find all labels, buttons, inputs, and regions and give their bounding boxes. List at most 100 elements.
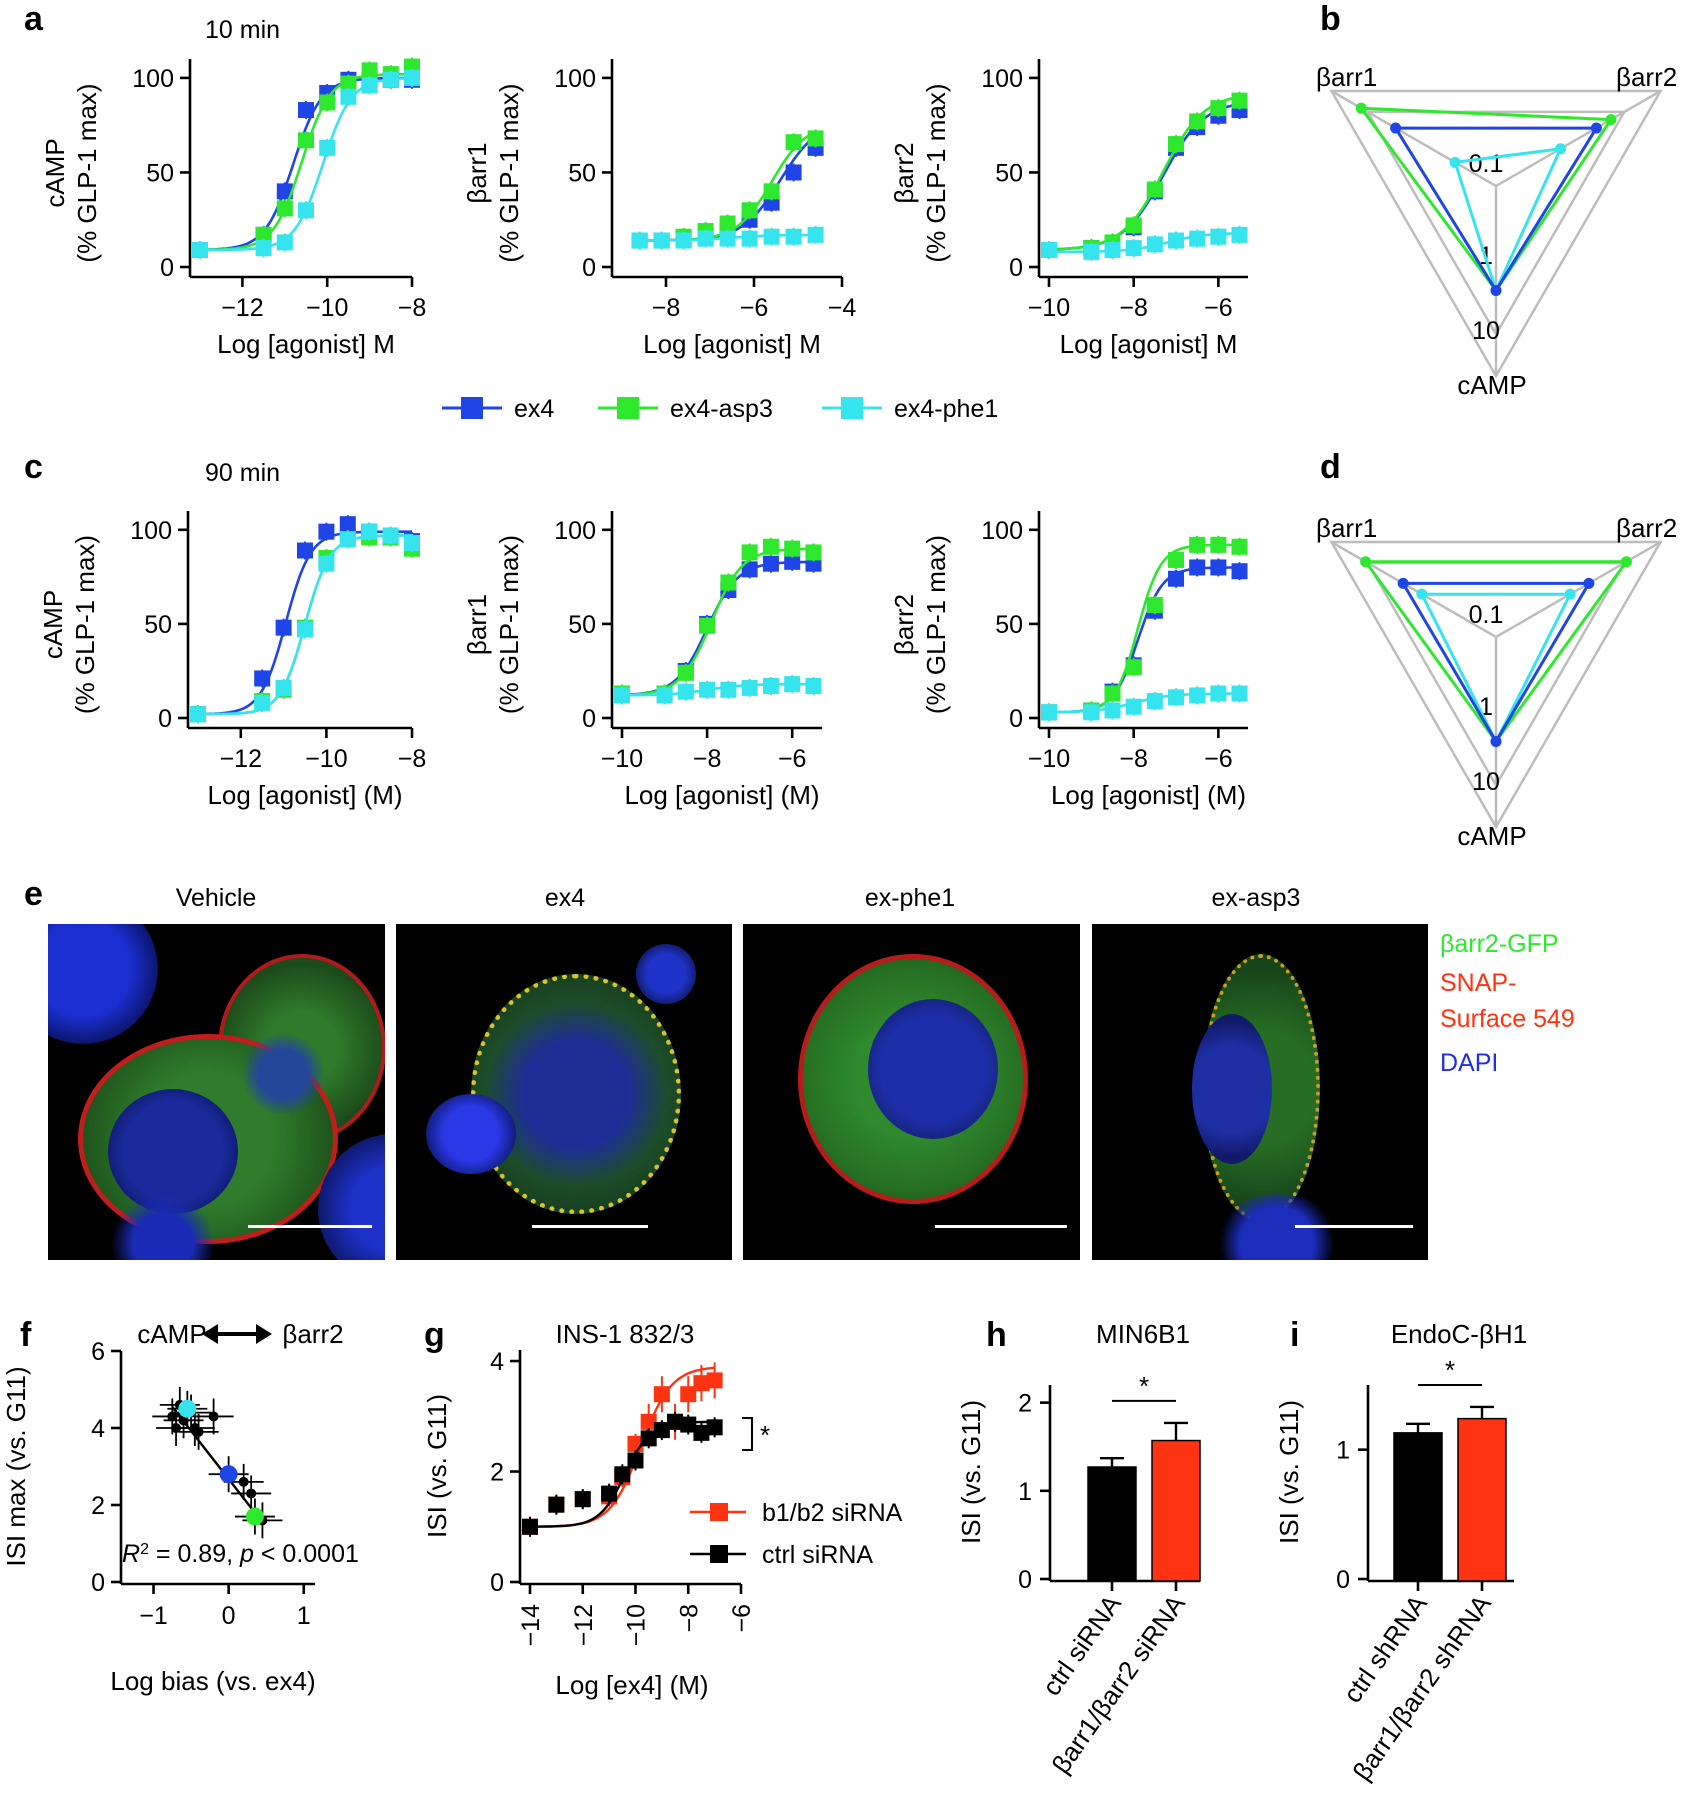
- data-point-b1/b2 siRNA: [706, 1372, 723, 1389]
- panel-label-g: g: [424, 1316, 445, 1354]
- legend-label-phe1: ex4-phe1: [894, 395, 998, 423]
- panel-label-d: d: [1320, 448, 1341, 486]
- x-axis-label: Log bias (vs. ex4): [110, 1666, 315, 1696]
- channel-legend-snap: SNAP-: [1440, 969, 1516, 997]
- channel-legend-dapi: DAPI: [1440, 1049, 1498, 1077]
- x-tick-label: −8: [398, 745, 427, 773]
- data-point-ex4-asp3: [807, 130, 824, 147]
- data-point-ex4-phe1: [404, 69, 420, 86]
- data-point-ex4-asp3: [762, 538, 779, 555]
- data-point-ex4-asp3: [276, 200, 293, 217]
- data-point-ex4-asp3: [763, 183, 780, 200]
- data-point-ex4-asp3: [361, 62, 378, 79]
- radar-series-ex4-asp3: [1362, 560, 1630, 745]
- legend-marker-b1/b2 siRNA: [710, 1503, 728, 1521]
- radar-series-ex4-phe1: [1453, 146, 1564, 295]
- x-tick-label: −10: [306, 294, 348, 322]
- data-point-ex4-phe1: [340, 88, 357, 105]
- data-point-ex4-phe1: [1146, 236, 1163, 253]
- data-point-ex4-phe1: [319, 139, 336, 156]
- arrow-left-icon: [202, 1324, 218, 1344]
- y-tick-label: 100: [132, 65, 174, 93]
- data-point-ex4-phe1: [719, 230, 736, 247]
- radar-point-ex4: [1490, 285, 1502, 296]
- legend-label-b1/b2 siRNA: b1/b2 siRNA: [762, 1499, 903, 1527]
- data-point-ex4-phe1: [1083, 243, 1100, 260]
- series-legend: ex4 ex4-asp3 ex4-phe1: [442, 395, 998, 423]
- data-point-ex4-phe1: [1189, 687, 1206, 704]
- radar-axis-label: cAMP: [1457, 370, 1526, 400]
- x-tick-label: −12: [220, 745, 262, 773]
- radar-spoke: [1495, 540, 1662, 639]
- data-point-ctrl siRNA: [601, 1485, 618, 1502]
- chart-c3: −10 −8 −6 0 50 100 Log [agonist] (M) βarr2 (% GL…: [889, 511, 1248, 810]
- data-point-ex4-phe1: [1146, 693, 1163, 710]
- x-tick-label: −10: [623, 1604, 651, 1646]
- data-point-ex4-asp3: [699, 617, 716, 634]
- data-point-ex4-phe1: [382, 71, 399, 88]
- data-point-b1/b2 siRNA: [693, 1375, 710, 1392]
- radar-point-ex4-phe1: [1555, 143, 1567, 155]
- nucleus-blob: [108, 1089, 238, 1214]
- y-axis-label: ISI (vs. G11): [956, 1400, 986, 1544]
- significance-bracket: [742, 1417, 753, 1451]
- chart-a1: −12 −10 −8 0 50 100 Log [agonist] M cAMP (% GLP-…: [40, 57, 426, 359]
- data-point-ex4: [318, 523, 335, 540]
- scale-bar: [248, 1225, 372, 1228]
- x-tick-label: −4: [828, 294, 857, 322]
- x-axis-label: Log [agonist] (M): [207, 780, 402, 810]
- legend-label-ctrl siRNA: ctrl siRNA: [762, 1541, 873, 1569]
- data-point-ctrl siRNA: [627, 1452, 644, 1469]
- data-point-ex4-asp3: [255, 226, 272, 243]
- data-point-ex4-asp3: [719, 215, 736, 232]
- data-point-ex4-asp3: [1146, 181, 1163, 198]
- radar-point-ex4-asp3: [1360, 556, 1372, 568]
- y-axis-label: (% GLP-1 max): [921, 535, 951, 714]
- y-tick-label: 50: [146, 159, 174, 187]
- fit-curve-ex4-asp3: [621, 547, 814, 697]
- scale-bar: [935, 1225, 1067, 1228]
- scatter-point: [245, 1507, 264, 1526]
- data-point-ex4-phe1: [1210, 228, 1227, 245]
- x-tick-label: −12: [221, 294, 263, 322]
- bar-βarr1/βarr2 shRNA: [1457, 1417, 1507, 1582]
- legend-marker-phe1: [841, 397, 863, 419]
- data-point-ex4-phe1: [1210, 685, 1227, 702]
- fit-curve-ex4-asp3: [200, 72, 412, 252]
- y-axis-label: (% GLP-1 max): [70, 535, 100, 714]
- x-axis-label: Log [agonist] (M): [1051, 780, 1246, 810]
- data-point-ex4-phe1: [190, 706, 206, 723]
- data-point-ex4: [1210, 559, 1227, 576]
- data-point-ex4-asp3: [1189, 536, 1206, 553]
- data-point-ex4-phe1: [361, 523, 378, 540]
- y-tick-label: 100: [554, 517, 596, 545]
- data-point-ex4-phe1: [1083, 704, 1100, 721]
- y-tick-label: 100: [981, 65, 1023, 93]
- y-tick-label: 50: [568, 159, 596, 187]
- data-point-ex4-phe1: [697, 230, 714, 247]
- data-point-ex4-phe1: [1104, 241, 1121, 258]
- scatter-point: [178, 1415, 189, 1426]
- panel-label-h: h: [986, 1316, 1007, 1354]
- chart-c2: −10 −8 −6 0 50 100 Log [agonist] (M) βarr1 (% GL…: [462, 511, 822, 810]
- nucleus-blob: [238, 1034, 328, 1114]
- y-axis-label: ISI max (vs. G11): [1, 1366, 31, 1566]
- radar-point-ex4-phe1: [1564, 588, 1576, 600]
- radar-series-ex4-asp3: [1358, 106, 1614, 294]
- data-point-ex4-phe1: [741, 230, 758, 247]
- y-tick-label: 50: [995, 159, 1023, 187]
- fit-curve-ex4: [1049, 102, 1240, 251]
- data-point-ex4: [298, 102, 314, 119]
- nucleus-blob: [1192, 1014, 1272, 1164]
- x-axis-label: Log [ex4] (M): [555, 1670, 708, 1700]
- panel-label-a: a: [24, 0, 44, 38]
- y-tick-label: 50: [568, 611, 596, 639]
- y-tick-label: 100: [981, 517, 1023, 545]
- channel-legend-surface: Surface 549: [1440, 1005, 1575, 1033]
- y-axis-label: (% GLP-1 max): [494, 535, 524, 714]
- data-point-ex4-asp3: [298, 132, 314, 149]
- scatter-point: [246, 1488, 257, 1499]
- data-point-ex4-asp3: [319, 94, 336, 111]
- arrow-right-icon: [256, 1324, 272, 1344]
- data-point-ex4: [276, 183, 293, 200]
